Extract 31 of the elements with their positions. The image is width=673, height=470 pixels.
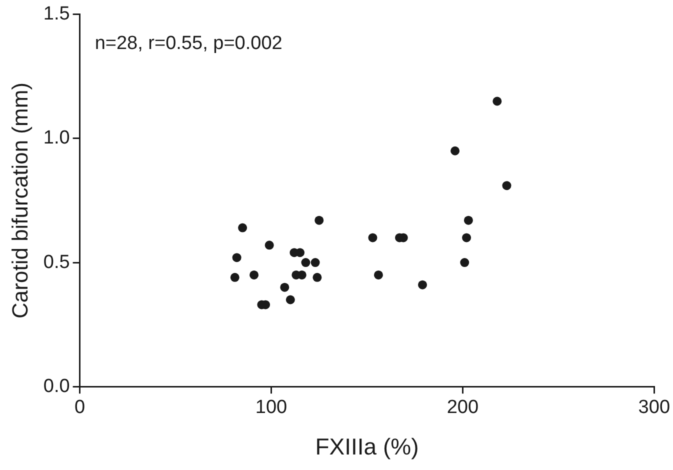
point (232, 253, 242, 262)
point (462, 233, 472, 242)
point (238, 223, 248, 232)
point (450, 146, 460, 156)
y-tick-label: 0.5 (43, 252, 70, 273)
point (280, 282, 290, 292)
point (310, 258, 320, 268)
point (250, 270, 259, 280)
y-tick-label: 1.0 (43, 128, 70, 149)
point (374, 270, 383, 280)
point (264, 240, 274, 250)
point (286, 295, 295, 304)
point (418, 280, 427, 290)
point (464, 216, 473, 225)
point (492, 96, 502, 106)
point (312, 272, 322, 282)
y-tick-label: 1.5 (43, 4, 70, 25)
point (314, 216, 324, 225)
x-tick-label: 100 (255, 397, 288, 418)
y-tick-label: 0.0 (43, 376, 70, 397)
point (460, 258, 470, 268)
x-tick-label: 300 (638, 397, 670, 418)
annotation: n=28, r=0.55, p=0.002 (94, 33, 282, 54)
point (301, 258, 310, 268)
x-tick-label: 0 (74, 397, 86, 418)
point (502, 181, 512, 190)
x-tick-label: 200 (446, 397, 479, 418)
x-axis-title: FXIIIa (%) (315, 434, 419, 460)
point (368, 233, 378, 242)
point (230, 272, 240, 282)
y-axis-title: Carotid bifurcation (mm) (7, 82, 32, 318)
